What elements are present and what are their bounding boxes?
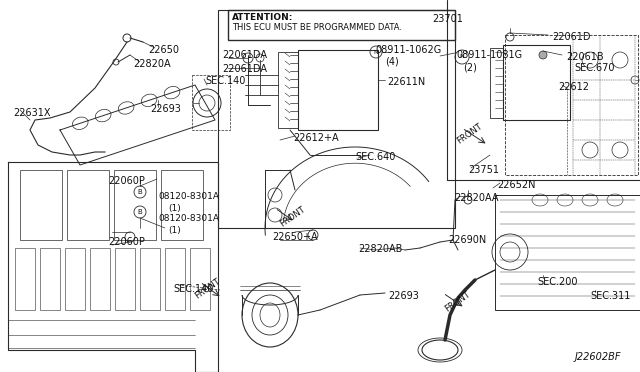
Text: 22611N: 22611N: [387, 77, 425, 87]
Text: FRONT: FRONT: [455, 122, 484, 146]
Bar: [505, 35, 638, 175]
Bar: [40, 248, 60, 310]
Text: 22820AA: 22820AA: [454, 193, 499, 203]
Text: 22060P: 22060P: [108, 176, 145, 186]
Text: 22061DA: 22061DA: [222, 64, 267, 74]
Bar: [503, 45, 570, 120]
Text: FRONT: FRONT: [278, 205, 307, 229]
Text: J22602BF: J22602BF: [575, 352, 621, 362]
Bar: [278, 52, 298, 128]
Bar: [490, 48, 503, 118]
Text: 23751: 23751: [468, 165, 499, 175]
Text: 22650: 22650: [148, 45, 179, 55]
Bar: [218, 10, 455, 228]
Text: 22612+A: 22612+A: [293, 133, 339, 143]
Text: 22060P: 22060P: [108, 237, 145, 247]
Text: SEC.670: SEC.670: [574, 63, 614, 73]
Bar: [114, 170, 156, 240]
Text: FRONT: FRONT: [443, 290, 472, 314]
Text: B: B: [138, 189, 142, 195]
Text: 22061B: 22061B: [566, 52, 604, 62]
Text: 08911-1081G: 08911-1081G: [456, 50, 522, 60]
Text: (4): (4): [385, 57, 399, 67]
Text: SEC.200: SEC.200: [537, 277, 577, 287]
Bar: [115, 248, 135, 310]
Text: (1): (1): [168, 226, 180, 235]
Bar: [228, 10, 455, 40]
Bar: [190, 248, 210, 310]
Bar: [90, 248, 110, 310]
Text: 22061DA: 22061DA: [222, 50, 267, 60]
Text: 22631X: 22631X: [13, 108, 51, 118]
Text: ATTENTION:: ATTENTION:: [232, 13, 293, 22]
Text: 22820A: 22820A: [133, 59, 171, 69]
Text: 22693: 22693: [388, 291, 419, 301]
Text: (1): (1): [168, 204, 180, 213]
Text: 22061D: 22061D: [552, 32, 591, 42]
Text: 22690N: 22690N: [448, 235, 486, 245]
Text: FRONT: FRONT: [193, 277, 221, 301]
Text: 22820AB: 22820AB: [358, 244, 403, 254]
Bar: [161, 170, 203, 240]
Text: 22652N: 22652N: [497, 180, 536, 190]
Text: 22693: 22693: [150, 104, 181, 114]
Bar: [65, 248, 85, 310]
Text: 23701: 23701: [432, 14, 463, 24]
Bar: [20, 170, 62, 240]
Bar: [67, 170, 109, 240]
Text: 08911-1062G: 08911-1062G: [375, 45, 441, 55]
Text: 08120-8301A: 08120-8301A: [158, 192, 219, 201]
Bar: [140, 248, 160, 310]
Text: 22650+A: 22650+A: [272, 232, 317, 242]
Text: B: B: [138, 209, 142, 215]
Bar: [192, 75, 230, 130]
Text: 22612: 22612: [558, 82, 589, 92]
Text: THIS ECU MUST BE PROGRAMMED DATA.: THIS ECU MUST BE PROGRAMMED DATA.: [232, 23, 402, 32]
Text: SEC.140: SEC.140: [173, 284, 213, 294]
Text: 08120-8301A: 08120-8301A: [158, 214, 219, 223]
Bar: [495, 195, 640, 310]
Bar: [15, 248, 35, 310]
Text: SEC.311: SEC.311: [590, 291, 630, 301]
Text: N: N: [460, 55, 465, 60]
Bar: [298, 50, 378, 130]
Text: SEC.640: SEC.640: [355, 152, 396, 162]
Circle shape: [539, 51, 547, 59]
Bar: [165, 248, 185, 310]
Text: SEC.140: SEC.140: [205, 76, 245, 86]
Text: (2): (2): [463, 62, 477, 72]
Text: N: N: [374, 49, 378, 55]
